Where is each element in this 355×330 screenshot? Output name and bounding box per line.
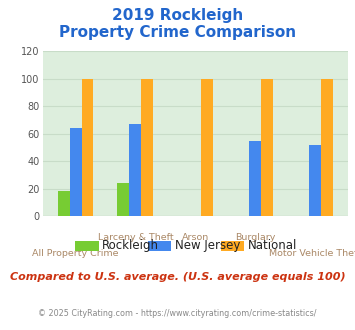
Text: National: National xyxy=(248,239,297,252)
Bar xyxy=(261,79,273,216)
Text: 2019 Rockleigh: 2019 Rockleigh xyxy=(112,8,243,23)
Bar xyxy=(249,141,261,216)
Bar xyxy=(309,145,321,216)
Bar xyxy=(130,124,141,216)
Bar xyxy=(82,79,93,216)
Text: Compared to U.S. average. (U.S. average equals 100): Compared to U.S. average. (U.S. average … xyxy=(10,272,345,282)
Bar xyxy=(118,183,130,216)
Text: Motor Vehicle Theft: Motor Vehicle Theft xyxy=(269,249,355,258)
Bar xyxy=(321,79,333,216)
Text: © 2025 CityRating.com - https://www.cityrating.com/crime-statistics/: © 2025 CityRating.com - https://www.city… xyxy=(38,309,317,317)
Text: Arson: Arson xyxy=(182,233,209,242)
Bar xyxy=(201,79,213,216)
Text: All Property Crime: All Property Crime xyxy=(32,249,119,258)
Bar xyxy=(58,191,70,216)
Bar xyxy=(70,128,82,216)
Bar xyxy=(141,79,153,216)
Text: Property Crime Comparison: Property Crime Comparison xyxy=(59,25,296,40)
Text: New Jersey: New Jersey xyxy=(175,239,240,252)
Text: Rockleigh: Rockleigh xyxy=(102,239,159,252)
Text: Larceny & Theft: Larceny & Theft xyxy=(98,233,173,242)
Text: Burglary: Burglary xyxy=(235,233,275,242)
